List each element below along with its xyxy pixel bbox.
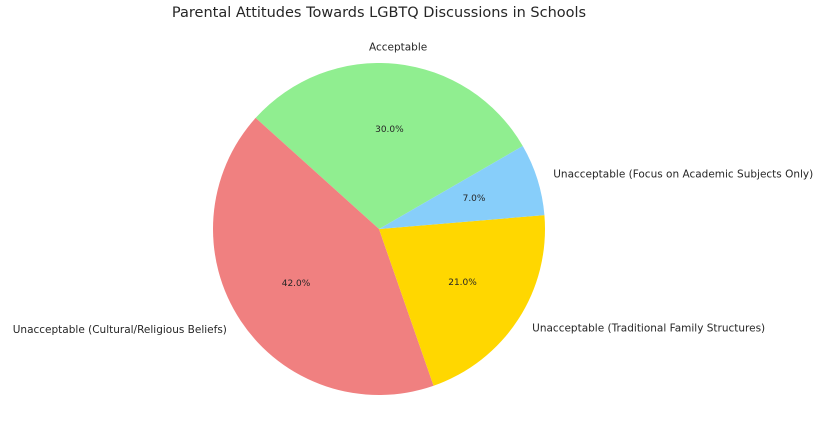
- percent-label-unacceptable-focus-on-academic-subjects-only: 7.0%: [463, 194, 486, 204]
- chart-title: Parental Attitudes Towards LGBTQ Discuss…: [172, 5, 586, 21]
- pie-slice-unacceptable-cultural-religious-beliefs: [213, 117, 434, 395]
- category-label-acceptable: Acceptable: [369, 41, 427, 53]
- percent-label-unacceptable-traditional-family-structures: 21.0%: [448, 278, 477, 288]
- category-label-unacceptable-focus-on-academic-subjects-only: Unacceptable (Focus on Academic Subjects…: [553, 168, 813, 180]
- pie-slice-unacceptable-traditional-family-structures: [379, 215, 545, 386]
- category-label-unacceptable-cultural-religious-beliefs: Unacceptable (Cultural/Religious Beliefs…: [13, 324, 227, 336]
- category-label-unacceptable-traditional-family-structures: Unacceptable (Traditional Family Structu…: [532, 322, 765, 334]
- slice-labels: 30.0% Acceptable 42.0% Unacceptable (Cultur…: [13, 41, 814, 336]
- pie-slice-unacceptable-focus-on-academic-subjects-only: [379, 146, 545, 229]
- percent-label-unacceptable-cultural-religious-beliefs: 42.0%: [282, 279, 311, 289]
- pie-slices: [213, 62, 545, 395]
- percent-label-acceptable: 30.0%: [375, 125, 404, 135]
- pie-slice-acceptable: [255, 62, 523, 229]
